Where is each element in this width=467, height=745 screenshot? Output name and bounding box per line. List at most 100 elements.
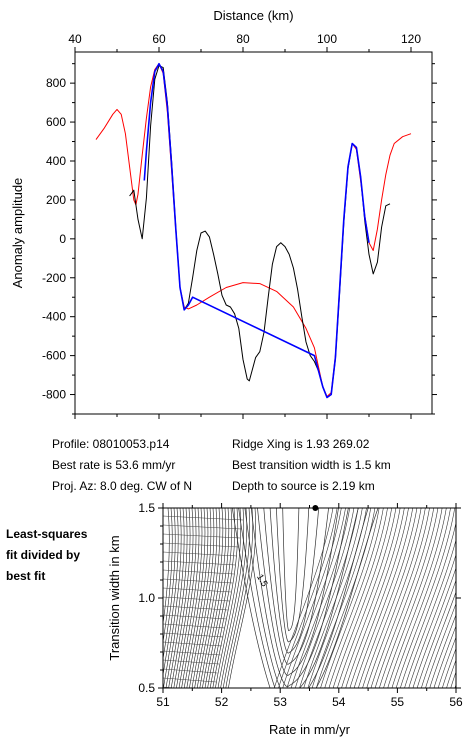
contour-line — [186, 508, 209, 688]
contour-line — [429, 614, 456, 688]
contour-line — [181, 508, 203, 688]
contour-line — [412, 566, 456, 688]
x-tick-label: 52 — [215, 695, 229, 709]
contour-line — [225, 508, 253, 688]
contour-line — [163, 650, 221, 656]
contour-line — [228, 508, 256, 688]
contour-line — [163, 533, 241, 539]
contour-line — [231, 508, 379, 688]
best-fit-marker — [312, 505, 319, 511]
x-tick-label: 120 — [401, 32, 421, 46]
x-tick-label: 55 — [391, 695, 405, 709]
contour-line — [341, 508, 401, 688]
contour-line — [299, 508, 359, 688]
y-tick-label: 200 — [46, 193, 66, 207]
contour-line — [207, 508, 233, 688]
contour-line — [183, 508, 206, 688]
contour-line — [324, 508, 384, 688]
contour-line — [437, 636, 456, 688]
contour-line — [189, 508, 212, 688]
contour-line — [163, 623, 226, 629]
contour-line — [220, 508, 247, 688]
profile-chart: 40 60 80 100 120 Distance (km) 800 600 400 200 0 -2… — [10, 8, 437, 419]
y-tick-label: -200 — [42, 271, 66, 285]
contour-line — [163, 605, 229, 611]
contour-line — [290, 508, 351, 688]
contour-line — [383, 508, 443, 688]
contour-line — [163, 587, 232, 593]
contour-line — [446, 658, 456, 688]
plot-frame — [74, 51, 433, 415]
contour-line — [282, 508, 342, 688]
y-axis-label: Transition width in km — [107, 535, 122, 660]
contour-line — [209, 508, 236, 688]
x-tick-label: 100 — [317, 32, 337, 46]
contour-line — [269, 508, 320, 654]
contour-line — [170, 508, 191, 688]
contour-line — [163, 542, 239, 548]
y-tick-label: -800 — [42, 388, 66, 402]
contour-line — [400, 521, 456, 688]
contour-line — [332, 508, 393, 688]
contour-line — [196, 508, 221, 688]
contour-line — [274, 508, 334, 688]
contour-line — [257, 508, 339, 676]
contour-line — [163, 508, 173, 645]
contour-line — [316, 508, 376, 688]
side-note-line-1: Least-squares — [6, 527, 88, 541]
x-tick-label: 56 — [449, 695, 463, 709]
side-note: Least-squares fit divided by best fit — [6, 524, 106, 587]
contour-line — [163, 551, 238, 557]
x-tick-label: 53 — [274, 695, 288, 709]
contour-line — [202, 508, 227, 688]
proj-az-label: Proj. Az: 8.0 deg. CW of N — [52, 479, 193, 493]
best-transition-label: Best transition width is 1.5 km — [232, 458, 391, 472]
contour-line — [263, 508, 329, 665]
contour-line — [163, 659, 220, 665]
contour-line — [307, 508, 367, 688]
contour-line — [194, 508, 218, 688]
contour-line — [433, 625, 456, 688]
y-axis-label: Anomaly amplitude — [10, 178, 25, 289]
contour-line — [276, 508, 310, 643]
contour-line — [212, 508, 239, 688]
contour-line — [328, 508, 388, 688]
contour-line — [238, 508, 369, 688]
contour-line — [163, 614, 227, 620]
contour-line — [176, 508, 197, 688]
x-tick-label: 54 — [332, 695, 346, 709]
contour-line — [416, 579, 456, 688]
contour-line — [366, 508, 426, 688]
y-tick-label: 1.0 — [138, 591, 155, 605]
contour-line — [244, 508, 359, 688]
contour-line — [163, 515, 244, 521]
y-tick-label: 600 — [46, 115, 66, 129]
x-tick-label: 80 — [236, 32, 250, 46]
contour-label: 1.5 — [255, 572, 270, 588]
contour-line — [163, 578, 233, 584]
contour-line — [337, 508, 397, 688]
contour-line — [358, 508, 418, 688]
contour-line — [408, 553, 456, 688]
series-line-3 — [143, 62, 370, 399]
contour-line — [303, 508, 363, 688]
contour-line — [353, 508, 414, 688]
contour-line — [191, 508, 215, 688]
contour-line — [320, 508, 380, 688]
contour-line — [163, 569, 235, 575]
contour-line — [222, 508, 250, 688]
contour-line — [178, 508, 200, 688]
contour-line — [278, 508, 338, 688]
contour-line — [370, 508, 430, 688]
contour-line — [391, 508, 451, 688]
best-rate-label: Best rate is 53.6 mm/yr — [52, 458, 176, 472]
contour-line — [163, 524, 242, 530]
contour-line — [163, 677, 217, 683]
contour-line — [421, 591, 456, 688]
contour-line — [311, 508, 372, 688]
y-tick-label: 400 — [46, 154, 66, 168]
y-tick-label: 800 — [46, 76, 66, 90]
contour-line — [349, 508, 409, 688]
contour-line — [215, 508, 242, 688]
contour-line — [425, 602, 456, 688]
